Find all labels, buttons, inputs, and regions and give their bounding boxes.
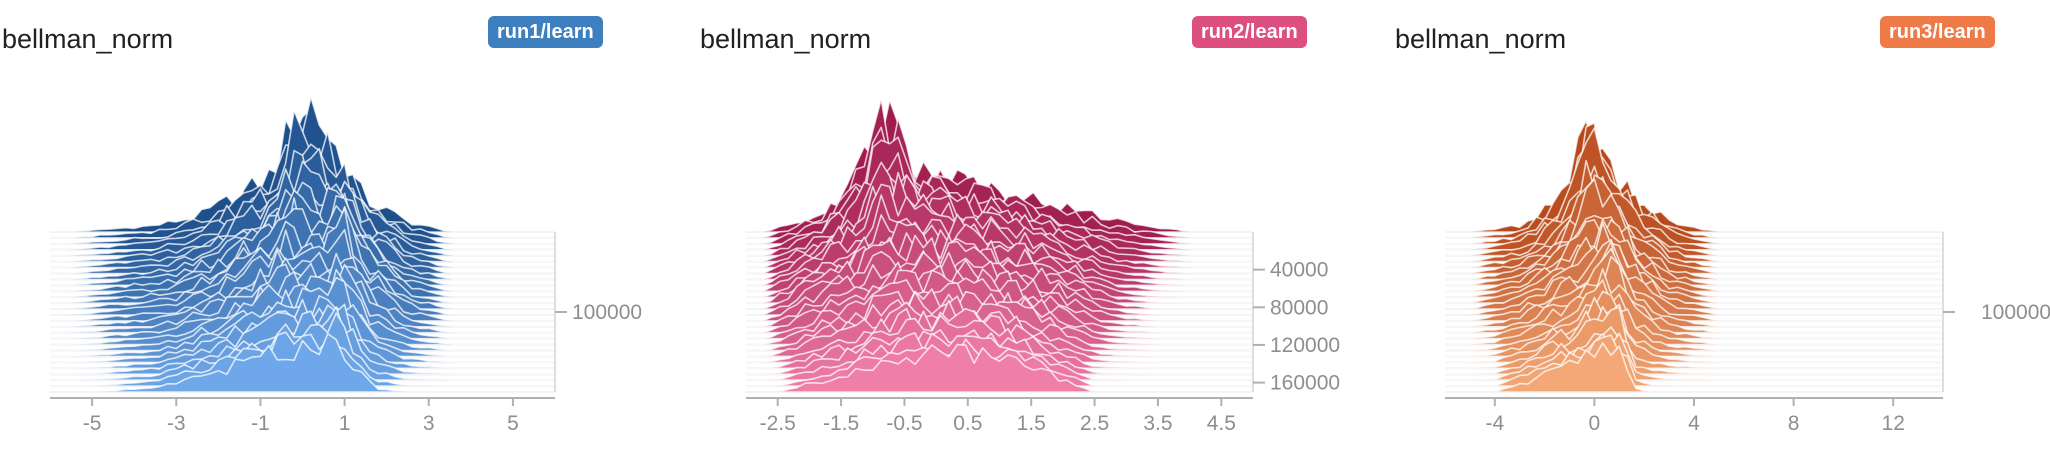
chart-panel-run2: bellman_norm run2/learn -2.5 -1.5 -0.5 0.5 1…: [698, 0, 1340, 470]
run-tag-badge[interactable]: run2/learn: [1192, 16, 1307, 48]
x-tick-label: 0: [1589, 412, 1601, 435]
x-tick-label: -2.5: [760, 412, 796, 435]
x-tick-label: -4: [1485, 412, 1504, 435]
ridgeline-group: [49, 96, 556, 393]
x-tick-label: 4.5: [1207, 412, 1236, 435]
x-tick-label: 4: [1688, 412, 1700, 435]
x-tick-label: 2.5: [1080, 412, 1109, 435]
x-tick-label: -0.5: [886, 412, 922, 435]
x-tick-label: -3: [167, 412, 186, 435]
histogram-slice: [1444, 122, 1944, 239]
x-tick-label: 1.5: [1017, 412, 1046, 435]
run-tag-badge[interactable]: run3/learn: [1880, 16, 1995, 48]
y-tick-label: 40000: [1270, 259, 1328, 282]
histogram-plot: -5 -3 -1 1 3 5 100000: [49, 96, 642, 435]
x-tick-label: 8: [1788, 412, 1800, 435]
histogram-slice: [1444, 119, 1944, 233]
x-tick-label: 5: [507, 412, 519, 435]
chart-title: bellman_norm: [700, 24, 872, 54]
chart-title: bellman_norm: [1395, 24, 1567, 54]
ridgeline-group: [745, 98, 1254, 393]
x-tick-label: 1: [339, 412, 351, 435]
chart-title: bellman_norm: [2, 24, 174, 54]
x-tick-label: 12: [1882, 412, 1905, 435]
run-tag-badge[interactable]: run1/learn: [488, 16, 603, 48]
histogram-slice: [745, 343, 1254, 393]
y-tick-label: 80000: [1270, 296, 1328, 319]
x-tick-label: 3.5: [1143, 412, 1172, 435]
x-tick-label: -1.5: [823, 412, 859, 435]
x-tick-label: 0.5: [953, 412, 982, 435]
ridgeline-group: [1444, 119, 1944, 393]
y-tick-label: 100000: [572, 301, 642, 324]
y-tick-label: 160000: [1270, 372, 1340, 395]
histogram-plot: -2.5 -1.5 -0.5 0.5 1.5 2.5 3.5 4.5 40000 80000 120…: [745, 98, 1340, 435]
histogram-slice: [1444, 342, 1944, 393]
x-tick-label: -1: [251, 412, 270, 435]
histogram-plot: -4 0 4 8 12 100000: [1444, 119, 2050, 435]
y-tick-label: 100000: [1981, 301, 2050, 324]
x-tick-label: -5: [83, 412, 102, 435]
histogram-slice: [49, 332, 556, 393]
chart-panel-run3: bellman_norm run3/learn -4 0 4 8 12 100000: [1393, 0, 2050, 470]
chart-panel-run1: bellman_norm run1/learn -5 -3 -1 1 3 5 100000: [0, 0, 642, 470]
x-tick-label: 3: [423, 412, 435, 435]
y-tick-label: 120000: [1270, 334, 1340, 357]
